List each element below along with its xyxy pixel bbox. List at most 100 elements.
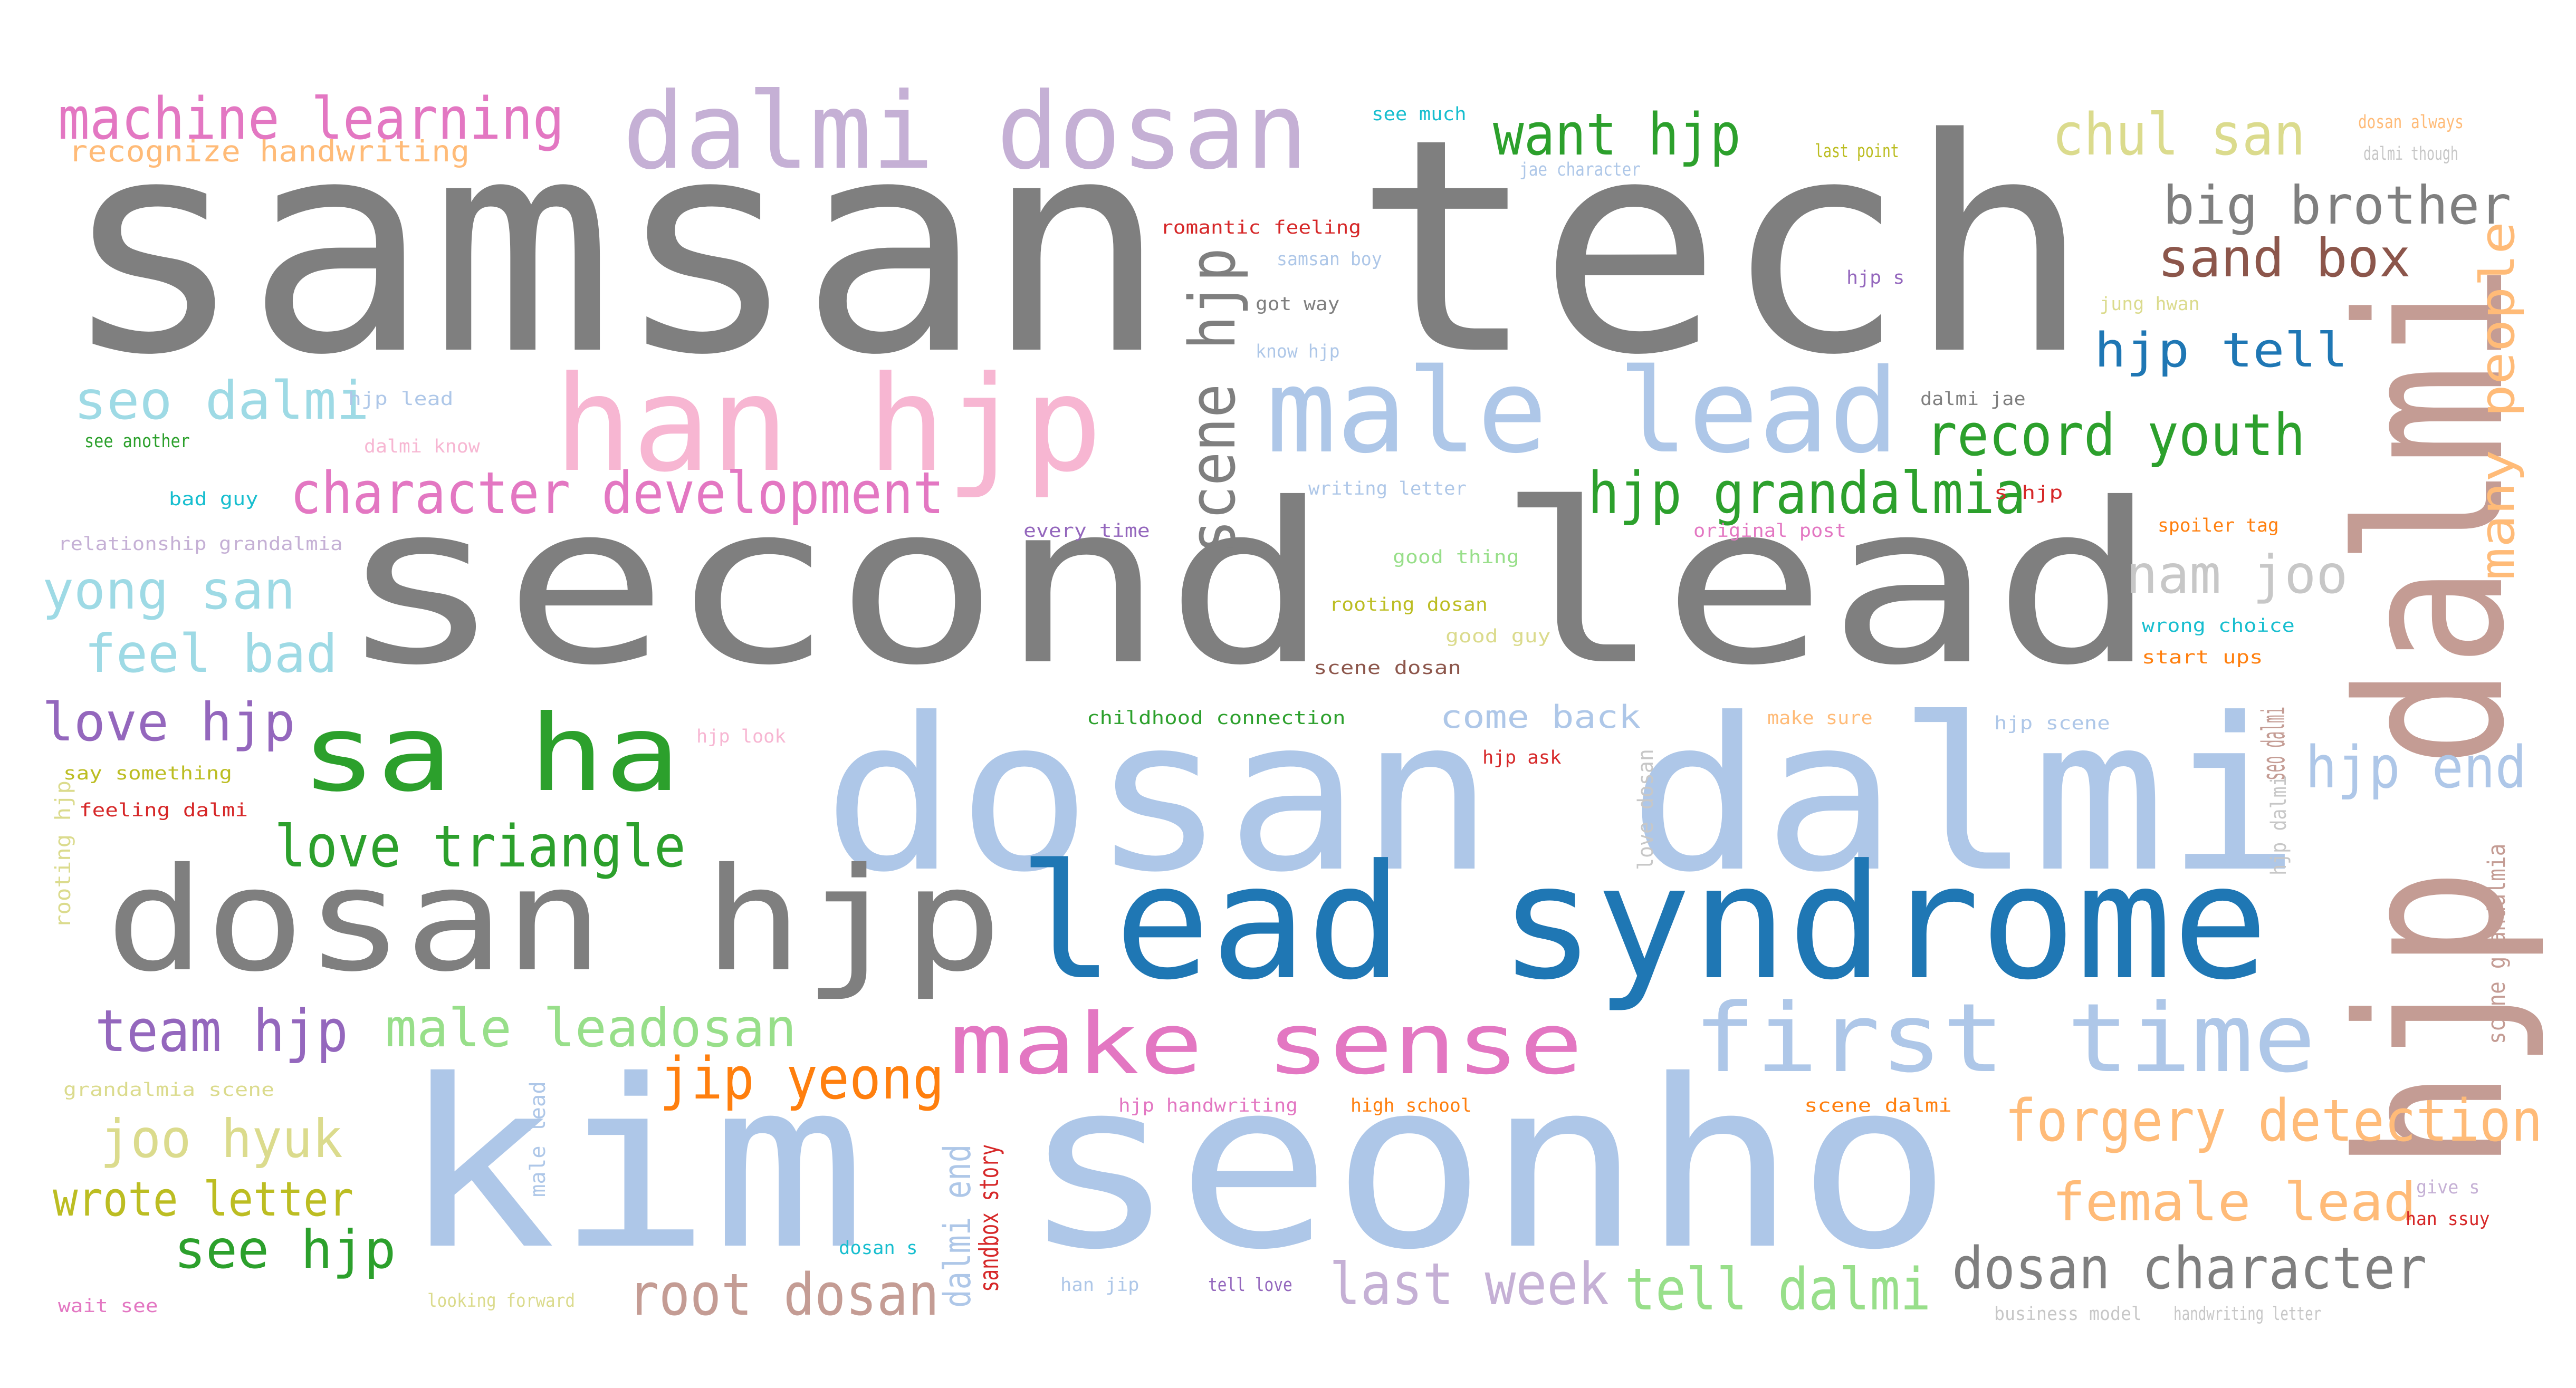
word: jae character [1519,159,1641,180]
word: yong san [42,560,295,621]
word: dalmi know [364,436,480,457]
word: make sense [950,995,1583,1093]
word: looking forward [427,1290,576,1312]
word: sand box [2158,227,2411,289]
word: machine learning [58,85,564,152]
word: bad guy [169,489,258,510]
word: hjp scene [1994,713,2110,734]
word: dalmi end [936,1144,979,1308]
word: dalmi though [2363,143,2458,165]
word: scene dalmi [1804,1095,1952,1116]
word: wrote letter [53,1172,354,1227]
word: hjp handwriting [1118,1095,1298,1116]
word: hjp ask [1482,747,1562,768]
word: hjp grandalmia [1588,459,2026,527]
word: kim seonho [401,1030,1952,1300]
word: love triangle [274,813,686,880]
word: chul san [2052,101,2305,168]
word: dalmi dosan [623,70,1308,193]
word: first time [1693,984,2316,1094]
word: feel bad [84,623,338,685]
word: rooting hjp [51,780,75,928]
word: original post [1693,520,1846,542]
word: make sure [1767,708,1873,729]
word: tell love [1208,1275,1292,1296]
word: big brother [2163,175,2512,236]
word: many people [2470,221,2525,581]
word: s hjp [1994,483,2063,504]
word: dosan hjp [106,837,1002,1003]
word: samsan boy [1277,249,1382,270]
word: jip yeong [659,1045,945,1112]
word: good guy [1445,626,1551,647]
word: han hjp [554,348,1103,501]
word: hjp end [2305,734,2527,801]
word: han jip [1060,1275,1139,1296]
word: hjp lead [348,389,454,410]
word: joo hyuk [100,1108,343,1170]
word: seo dalmi [2255,706,2292,780]
word: root dosan [628,1261,940,1328]
word: rooting dosan [1329,594,1488,615]
word: childhood connection [1087,708,1346,729]
word: dosan always [2358,112,2464,133]
word: romantic feeling [1161,217,1362,238]
word: see hjp [174,1219,396,1280]
word: sandbox story [974,1144,1004,1292]
word: last week [1329,1250,1610,1318]
word: character development [290,459,944,527]
word: last point [1815,141,1899,162]
word: dosan character [1952,1235,2427,1302]
word: scene dosan [1314,658,1461,679]
word: wrong choice [2142,615,2295,637]
word: give s [2416,1177,2480,1198]
word: dosan s [839,1238,918,1259]
word: feeling dalmi [79,800,248,821]
word: writing letter [1308,478,1467,499]
word: got way [1256,294,1340,315]
word: every time [1023,520,1150,542]
word: hjp look [696,726,786,747]
word: say something [63,763,232,784]
word: want hjp [1493,101,1741,168]
word: love dosan [1634,749,1658,870]
word: dosan dalmi [823,673,2301,919]
word: handwriting letter [2173,1304,2322,1325]
word: seo dalmi [74,370,369,431]
word: start ups [2142,647,2263,668]
word: hjp dalmi [2267,775,2291,875]
word: nam joo [2126,544,2348,605]
word: hjp tell [2094,323,2348,378]
word: samsan tech [61,76,2092,420]
word: tell dalmi [1625,1256,1931,1323]
word: see much [1372,104,1467,125]
word: han ssuy [2406,1209,2490,1230]
word: spoiler tag [2158,515,2279,536]
word: relationship grandalmia [58,534,343,555]
word: high school [1351,1095,1472,1116]
word: hjp s [1846,267,1905,288]
word: business model [1994,1304,2142,1325]
word: team hjp [95,997,348,1065]
word: good thing [1393,547,1519,568]
word: lead syndrome [1018,831,2269,1015]
word: come back [1440,699,1641,736]
word: love hjp [42,691,295,753]
word: know hjp [1256,341,1340,362]
word: scene hjp [1176,247,1250,554]
word: male lead [1266,344,1900,479]
word: forgery detection [2005,1087,2543,1154]
word: sa ha [301,692,681,815]
word: recognize handwriting [69,134,470,168]
word: female lead [2052,1171,2417,1233]
word: see another [84,431,190,452]
word: record youth [1926,401,2305,469]
word: male leadosan [385,997,797,1059]
word: wait see [58,1296,158,1317]
word: grandalmia scene [63,1079,275,1101]
word: dalmi jae [1920,389,2026,410]
word: scene grandalmia [2483,843,2511,1044]
word: second lead [338,456,2158,714]
word: male lead [526,1081,550,1197]
